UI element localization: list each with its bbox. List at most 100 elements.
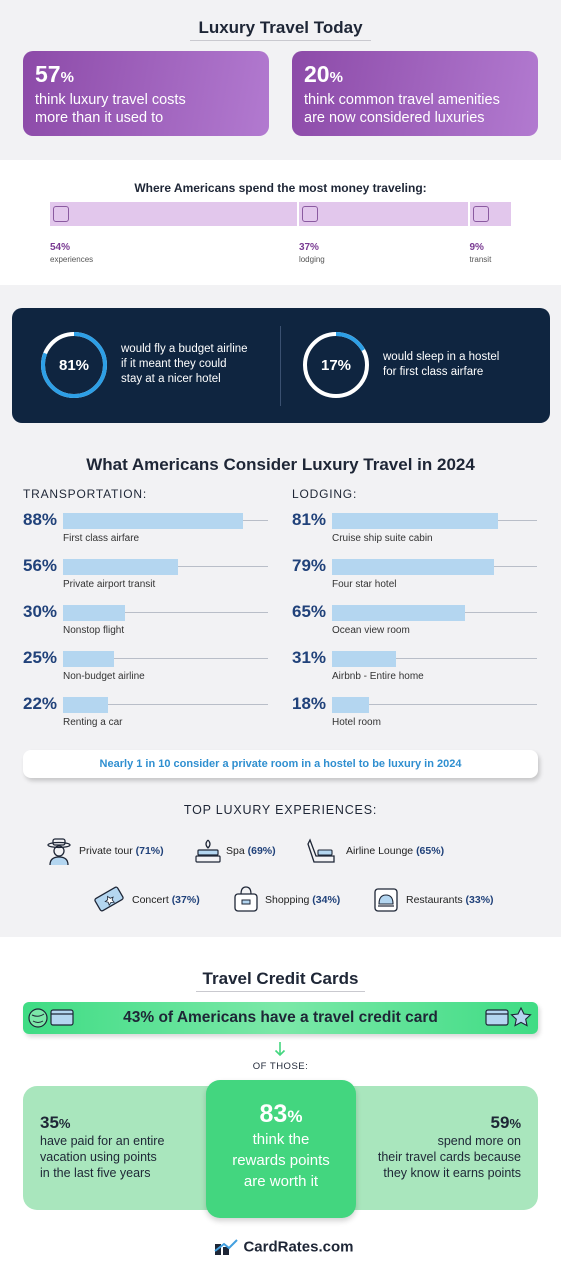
section-title-luxury-travel-today: Luxury Travel Today (198, 18, 363, 37)
panel-divider (280, 326, 281, 406)
ring-chart-hostel: 17% (303, 332, 369, 398)
budget-choice-panel: 81% would fly a budget airline if it mea… (12, 308, 550, 423)
bar-value-label: 81% (292, 510, 327, 529)
spend-category-label: transit (469, 255, 492, 264)
hostel-callout: Nearly 1 in 10 consider a private room i… (23, 750, 538, 778)
bar-value-label: 18% (292, 694, 327, 713)
banner-text: 43% of Americans have a travel credit ca… (123, 1009, 438, 1026)
bar-category-label: Airbnb - Entire home (332, 671, 424, 682)
ring-label: 81% (59, 357, 89, 374)
of-those-label: OF THOSE: (252, 1061, 309, 1072)
logo-chart-icon (214, 1239, 238, 1255)
ring-progress (41, 332, 107, 398)
spend-title: Where Americans spend the most money tra… (134, 181, 427, 195)
spend-segment-lodging (298, 202, 468, 226)
group-heading-transportation: TRANSPORTATION: (23, 487, 148, 501)
title-underline (190, 40, 371, 41)
experience-airline-lounge: Airline Lounge (65%) (346, 845, 445, 857)
travel-card-banner: 43% of Americans have a travel credit ca… (23, 1002, 538, 1034)
bar-category-label: Nonstop flight (63, 625, 125, 636)
tour-guide-icon (47, 838, 71, 866)
ticket-icon (94, 886, 124, 912)
bar (332, 559, 494, 575)
ring-progress (303, 332, 369, 398)
card-star-icon (485, 1006, 532, 1027)
spend-category-label: experiences (50, 255, 94, 264)
experience-shopping: Shopping (34%) (265, 894, 341, 906)
stat-text-line: think common travel amenities (304, 92, 500, 108)
section-title-credit-cards: Travel Credit Cards (202, 969, 359, 988)
bar-value-label: 25% (23, 648, 58, 667)
bar-value-label: 65% (292, 602, 327, 621)
stat-value: 35% (40, 1113, 71, 1132)
ring-chart-budget-airline: 81% (41, 332, 107, 398)
backpack-icon (53, 206, 69, 222)
stat-paid-vacation: 35% have paid for an entire vacation usi… (40, 1113, 165, 1180)
spend-bar (50, 202, 511, 226)
bar-value-label: 22% (23, 694, 58, 713)
bar-value-label: 79% (292, 556, 327, 575)
spend-pct-label: 54% (50, 242, 71, 253)
bar (63, 697, 109, 713)
experiences-title: TOP LUXURY EXPERIENCES: (183, 803, 378, 817)
shopping-bag-icon (234, 886, 258, 912)
title-underline (196, 991, 365, 992)
chart-title: What Americans Consider Luxury Travel in… (86, 455, 475, 474)
spend-segment-transit (469, 202, 511, 226)
experience-restaurants: Restaurants (33%) (406, 894, 494, 906)
bar-category-label: Renting a car (63, 717, 123, 728)
ring-description: would fly a budget airline if it meant t… (121, 343, 248, 385)
bus-icon (472, 206, 489, 222)
stat-value: 20% (304, 61, 343, 87)
bar-category-label: Four star hotel (332, 579, 397, 590)
stat-spend-more: 59% spend more on their travel cards bec… (366, 1113, 521, 1181)
stat-value: 57% (35, 61, 74, 87)
stat-text-line: think luxury travel costs (35, 92, 186, 108)
bar-category-label: Non-budget airline (63, 671, 145, 682)
stat-value: 59% (490, 1113, 521, 1132)
bar (332, 513, 499, 529)
lounge-chair-icon (307, 838, 335, 863)
bar (332, 697, 369, 713)
stat-text-line: are now considered luxuries (304, 110, 485, 126)
bar-track (63, 658, 268, 659)
bar (332, 651, 396, 667)
bar (63, 513, 244, 529)
group-heading-lodging: LODGING: (292, 487, 358, 501)
bar-category-label: First class airfare (63, 533, 140, 544)
bar-category-label: Cruise ship suite cabin (332, 533, 433, 544)
stat-rewards-worth-it: 83% think the rewards points are worth i… (206, 1080, 356, 1218)
bar (63, 605, 125, 621)
experience-spa: Spa (69%) (226, 845, 276, 857)
bed-icon (301, 206, 318, 222)
bar-value-label: 88% (23, 510, 58, 529)
bar-category-label: Private airport transit (63, 579, 156, 590)
stat-text-line: more than it used to (35, 110, 164, 126)
spend-pct-label: 37% (298, 242, 319, 253)
spend-pct-label: 9% (469, 242, 484, 253)
bar-value-label: 31% (292, 648, 327, 667)
globe-card-icon (28, 1008, 74, 1028)
bar (332, 605, 466, 621)
bar-track (332, 658, 537, 659)
experience-concert: Concert (37%) (132, 894, 200, 906)
bar-value-label: 56% (23, 556, 58, 575)
stat-card-luxury-cost: 57% think luxury travel costs more than … (23, 51, 269, 136)
bar-category-label: Hotel room (332, 717, 381, 728)
cloche-icon (374, 888, 398, 912)
arrow-down-icon (274, 1042, 286, 1057)
stat-value: 83% (259, 1100, 303, 1128)
stat-card-amenities: 20% think common travel amenities are no… (292, 51, 538, 136)
bar (63, 651, 115, 667)
spa-icon (195, 839, 221, 863)
bar (63, 559, 178, 575)
bar-category-label: Ocean view room (332, 625, 410, 636)
ring-description: would sleep in a hostel for first class … (383, 351, 500, 378)
spend-category-label: lodging (298, 255, 325, 264)
bar-track (332, 704, 537, 705)
ring-label: 17% (321, 357, 351, 374)
bar-track (63, 704, 268, 705)
bar-track (63, 612, 268, 613)
bar-value-label: 30% (23, 602, 58, 621)
cardrates-logo: CardRates.com (213, 1238, 354, 1260)
